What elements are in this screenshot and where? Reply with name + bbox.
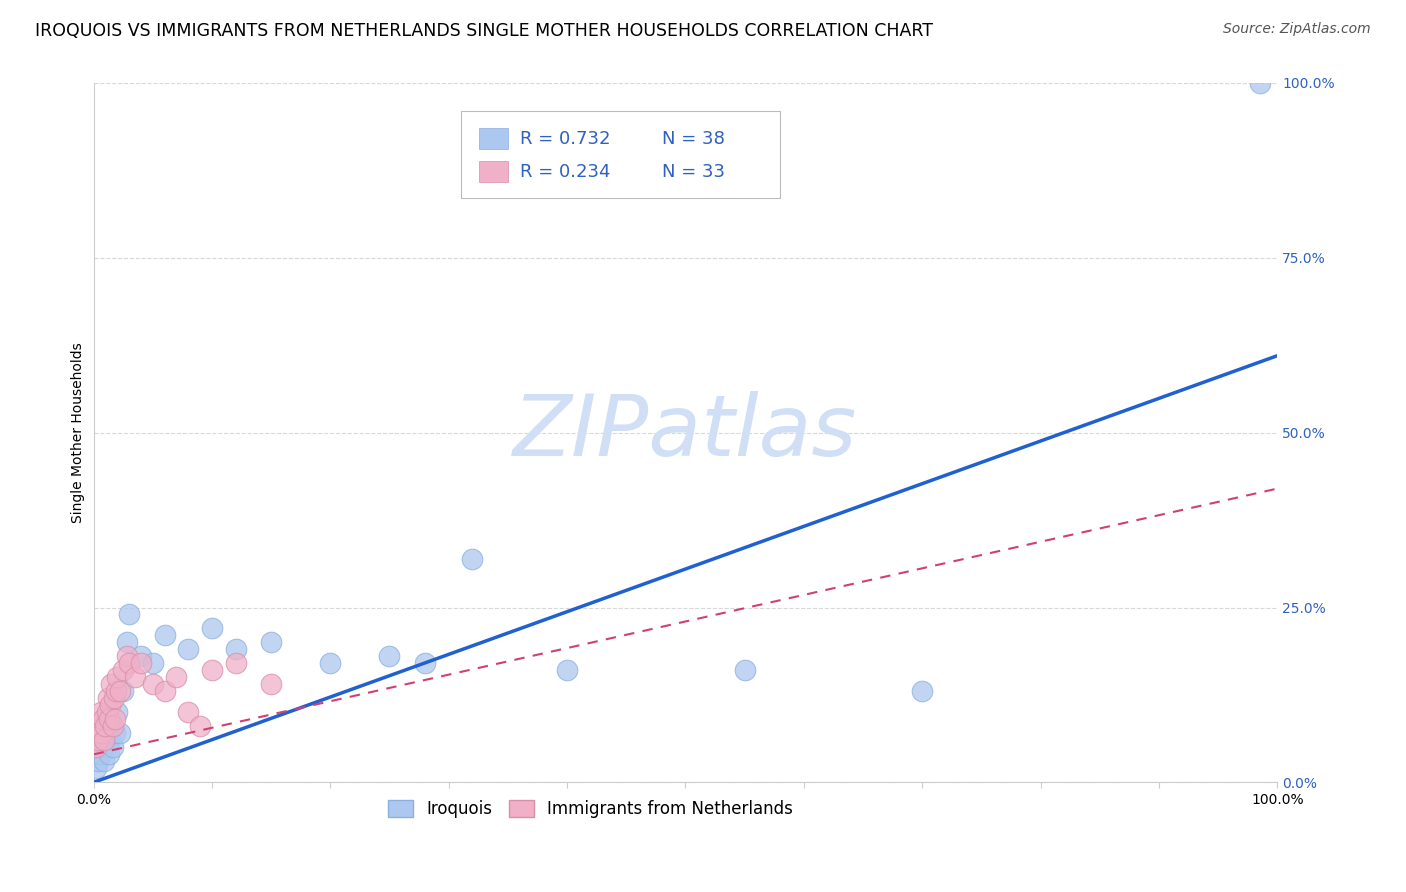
Point [96, 706, 118, 720]
Point [153, 684, 176, 698]
Point [1249, 76, 1271, 90]
Point [90, 726, 112, 740]
FancyBboxPatch shape [479, 161, 508, 182]
Point [413, 657, 436, 671]
Point [112, 664, 135, 678]
Point [260, 677, 283, 691]
Point [101, 719, 124, 733]
FancyBboxPatch shape [479, 128, 508, 149]
Point [98, 698, 121, 713]
Point [84, 761, 107, 775]
Point [177, 706, 200, 720]
Point [94, 719, 117, 733]
Point [115, 649, 138, 664]
Text: R = 0.234: R = 0.234 [520, 162, 610, 181]
Point [129, 649, 152, 664]
Point [105, 706, 128, 720]
Point [89, 740, 111, 755]
Point [90, 747, 112, 762]
Point [100, 719, 122, 733]
Text: N = 33: N = 33 [662, 162, 724, 181]
Point [153, 628, 176, 642]
Point [112, 684, 135, 698]
Point [87, 755, 110, 769]
Point [142, 677, 165, 691]
Point [911, 684, 934, 698]
Point [201, 664, 224, 678]
Text: Source: ZipAtlas.com: Source: ZipAtlas.com [1223, 22, 1371, 37]
Point [115, 635, 138, 649]
Point [93, 755, 115, 769]
Point [94, 733, 117, 747]
Point [101, 740, 124, 755]
Point [90, 706, 112, 720]
Point [90, 733, 112, 747]
Point [91, 713, 114, 727]
Point [104, 713, 127, 727]
Point [118, 657, 141, 671]
Point [129, 657, 152, 671]
Point [104, 726, 127, 740]
Point [177, 642, 200, 657]
Point [86, 726, 108, 740]
Point [93, 733, 115, 747]
FancyBboxPatch shape [461, 111, 780, 198]
Point [96, 740, 118, 755]
Point [378, 649, 401, 664]
Point [94, 719, 117, 733]
Text: IROQUOIS VS IMMIGRANTS FROM NETHERLANDS SINGLE MOTHER HOUSEHOLDS CORRELATION CHA: IROQUOIS VS IMMIGRANTS FROM NETHERLANDS … [35, 22, 934, 40]
Point [555, 664, 578, 678]
Point [142, 657, 165, 671]
Point [225, 657, 247, 671]
Point [260, 635, 283, 649]
Point [97, 713, 120, 727]
Point [461, 551, 484, 566]
Point [97, 691, 120, 706]
Point [124, 670, 146, 684]
Point [188, 719, 211, 733]
Text: N = 38: N = 38 [662, 130, 724, 148]
Point [97, 726, 120, 740]
Point [87, 733, 110, 747]
Point [734, 664, 756, 678]
Y-axis label: Single Mother Households: Single Mother Households [72, 343, 86, 523]
Point [86, 747, 108, 762]
Text: R = 0.732: R = 0.732 [520, 130, 610, 148]
Point [165, 670, 187, 684]
Point [103, 691, 125, 706]
Point [319, 657, 342, 671]
Text: ZIPatlas: ZIPatlas [513, 392, 858, 475]
Point [84, 740, 107, 755]
Point [108, 684, 131, 698]
Point [100, 677, 122, 691]
Point [118, 607, 141, 622]
Point [97, 747, 120, 762]
Point [98, 733, 121, 747]
Point [108, 726, 131, 740]
Point [105, 670, 128, 684]
Point [225, 642, 247, 657]
Point [91, 740, 114, 755]
Point [89, 719, 111, 733]
Point [89, 726, 111, 740]
Point [105, 684, 128, 698]
Point [201, 622, 224, 636]
Legend: Iroquois, Immigrants from Netherlands: Iroquois, Immigrants from Netherlands [381, 793, 800, 824]
